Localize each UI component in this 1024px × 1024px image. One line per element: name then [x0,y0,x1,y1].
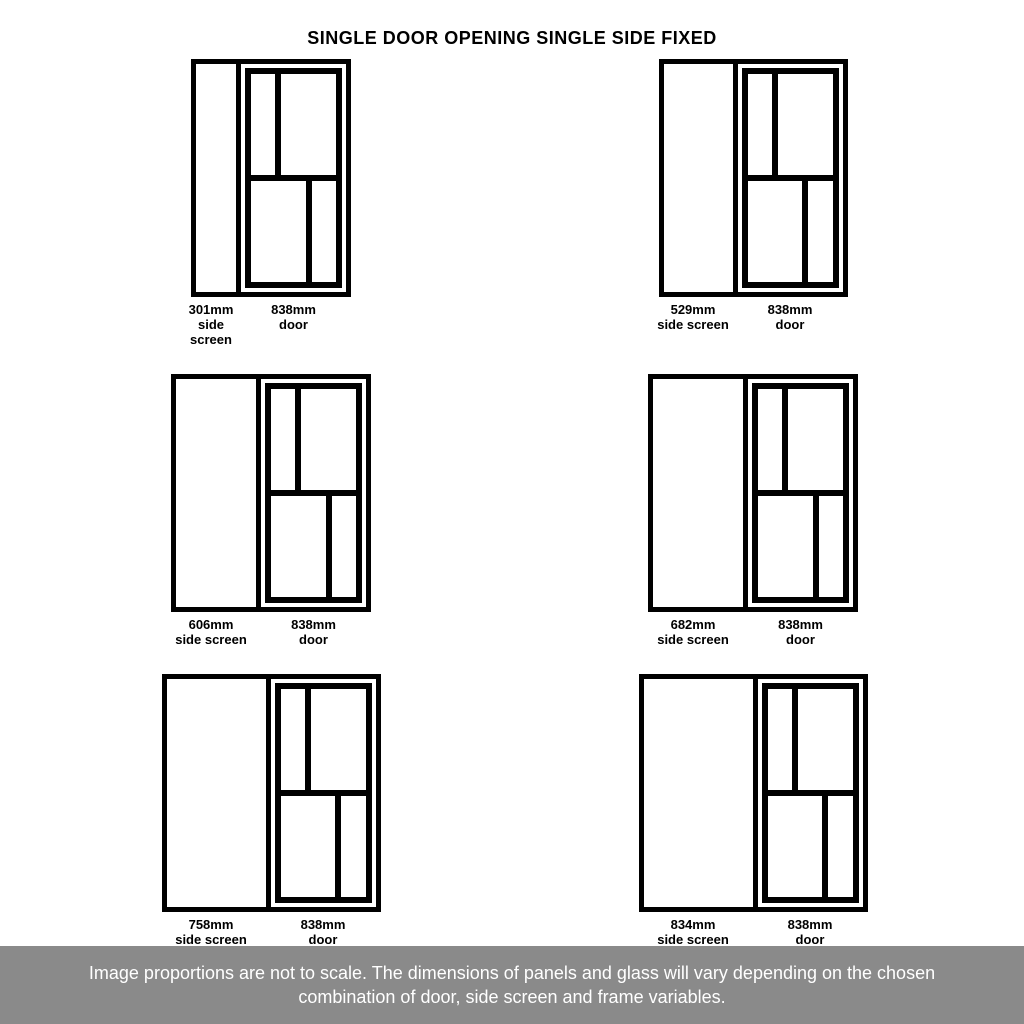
door-config: 529mmside screen838mmdoor [656,59,850,348]
side-screen-label: 682mmside screen [646,618,741,648]
door-panel [733,64,843,292]
door-inner-frame [265,383,362,603]
door-caption: door [254,633,374,648]
mullion-vertical-top [772,74,778,178]
door-panel [256,379,366,607]
side-screen-panel [653,379,743,607]
side-screen-dim: 834mm [636,918,750,933]
config-labels: 758mmside screen838mmdoor [159,918,383,948]
side-screen-dim: 682mm [646,618,741,633]
door-dim: 838mm [254,618,374,633]
side-screen-dim: 301mm [189,303,234,318]
door-config: 606mmside screen838mmdoor [169,374,374,648]
config-labels: 834mmside screen838mmdoor [636,918,870,948]
side-screen-label: 834mmside screen [636,918,750,948]
side-screen-label: 301mmside screen [189,303,234,348]
side-screen-caption: side screen [656,318,730,333]
side-screen-panel [167,679,266,907]
door-label: 838mmdoor [234,303,354,348]
door-panel [753,679,863,907]
mullion-vertical-top [275,74,281,178]
door-dim: 838mm [750,918,870,933]
side-screen-panel [664,64,733,292]
door-config: 682mmside screen838mmdoor [646,374,861,648]
door-label: 838mmdoor [730,303,850,333]
door-label: 838mmdoor [263,918,383,948]
door-unit [171,374,371,612]
door-dim: 838mm [263,918,383,933]
side-screen-caption: side screen [646,633,741,648]
config-labels: 606mmside screen838mmdoor [169,618,374,648]
side-screen-panel [176,379,256,607]
door-inner-frame [275,683,372,903]
door-label: 838mmdoor [741,618,861,648]
mullion-vertical-bottom [802,178,808,282]
mullion-vertical-bottom [813,493,819,597]
side-screen-panel [644,679,753,907]
config-labels: 529mmside screen838mmdoor [656,303,850,333]
side-screen-label: 758mmside screen [159,918,263,948]
door-config: 758mmside screen838mmdoor [159,674,383,948]
door-unit [162,674,381,912]
mullion-horizontal [251,175,336,181]
door-panel [236,64,346,292]
config-grid: 301mmside screen838mmdoor529mmside scree… [0,59,1024,948]
side-screen-dim: 529mm [656,303,730,318]
door-caption: door [741,633,861,648]
door-inner-frame [752,383,849,603]
door-unit [648,374,858,612]
side-screen-label: 606mmside screen [169,618,254,648]
mullion-horizontal [758,490,843,496]
door-label: 838mmdoor [254,618,374,648]
mullion-vertical-bottom [335,793,341,897]
door-panel [743,379,853,607]
config-labels: 682mmside screen838mmdoor [646,618,861,648]
page-title: SINGLE DOOR OPENING SINGLE SIDE FIXED [0,0,1024,59]
side-screen-panel [196,64,236,292]
side-screen-label: 529mmside screen [656,303,730,333]
door-caption: door [234,318,354,333]
footer-note: Image proportions are not to scale. The … [0,946,1024,1024]
mullion-horizontal [748,175,833,181]
mullion-horizontal [768,790,853,796]
door-caption: door [730,318,850,333]
door-unit [191,59,351,297]
door-unit [639,674,868,912]
config-labels: 301mmside screen838mmdoor [189,303,354,348]
side-screen-caption: side screen [189,318,234,348]
door-label: 838mmdoor [750,918,870,948]
door-inner-frame [762,683,859,903]
mullion-vertical-bottom [306,178,312,282]
door-config: 301mmside screen838mmdoor [189,59,354,348]
door-inner-frame [742,68,839,288]
mullion-horizontal [271,490,356,496]
side-screen-dim: 606mm [169,618,254,633]
mullion-horizontal [281,790,366,796]
door-config: 834mmside screen838mmdoor [636,674,870,948]
side-screen-caption: side screen [169,633,254,648]
mullion-vertical-top [305,689,311,793]
mullion-vertical-top [782,389,788,493]
door-dim: 838mm [730,303,850,318]
door-dim: 838mm [234,303,354,318]
door-unit [659,59,848,297]
door-panel [266,679,376,907]
door-dim: 838mm [741,618,861,633]
mullion-vertical-top [295,389,301,493]
mullion-vertical-bottom [326,493,332,597]
door-inner-frame [245,68,342,288]
mullion-vertical-bottom [822,793,828,897]
mullion-vertical-top [792,689,798,793]
side-screen-dim: 758mm [159,918,263,933]
